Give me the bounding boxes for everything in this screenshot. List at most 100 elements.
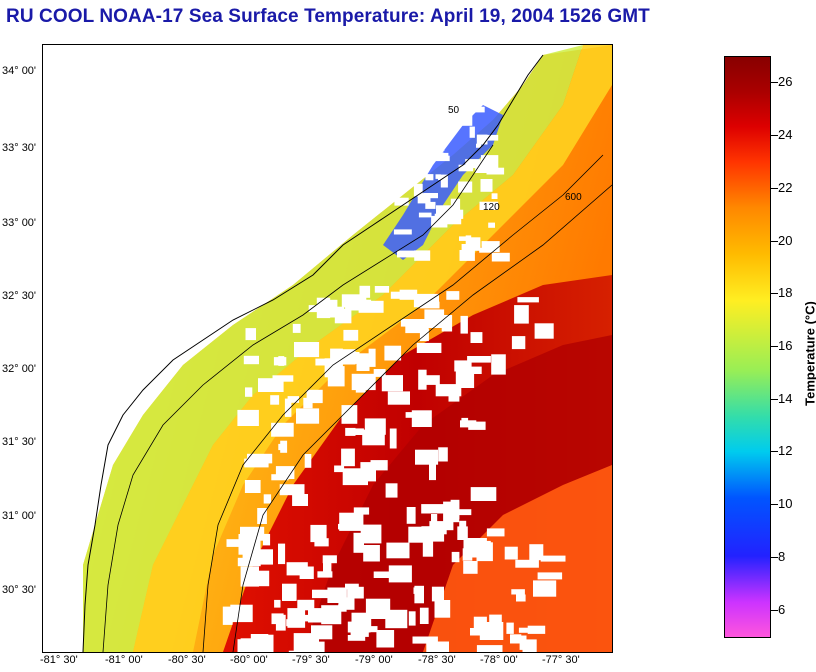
- lon-label-80-00: -80° 00': [230, 654, 268, 666]
- cloud-patch: [393, 229, 412, 235]
- cloud-patch: [470, 628, 491, 636]
- cloud-patch: [279, 484, 305, 496]
- colorbar-tick-24: [770, 135, 778, 137]
- cloud-patch: [222, 606, 233, 625]
- cloud-patch: [417, 193, 431, 204]
- colorbar-label-6: 6: [778, 601, 786, 617]
- cloud-patch: [473, 616, 487, 629]
- cloud-patch: [514, 305, 529, 324]
- cloud-patch: [463, 538, 487, 558]
- cloud-patch: [387, 391, 410, 405]
- cloud-patch: [373, 571, 396, 578]
- cloud-patch: [263, 533, 271, 546]
- lat-label-33-30: 33° 30': [2, 142, 37, 154]
- cloud-patch: [364, 418, 386, 435]
- isobath-120: [202, 154, 604, 652]
- cloud-patch: [511, 589, 525, 595]
- cloud-patch: [435, 384, 462, 397]
- cloud-patch: [365, 598, 391, 619]
- cloud-patch: [459, 236, 471, 241]
- isobath-50: [102, 144, 494, 652]
- cloud-patch: [425, 201, 436, 209]
- cloud-patch: [398, 128, 414, 139]
- cloud-patch: [451, 551, 460, 563]
- cloud-patch: [506, 622, 514, 634]
- cloud-mask: [222, 105, 566, 652]
- cloud-patch: [334, 308, 352, 324]
- cloud-patch: [348, 584, 356, 597]
- cloud-patch: [451, 509, 472, 516]
- cloud-patch: [444, 125, 450, 131]
- cloud-patch: [488, 222, 495, 228]
- cloud-patch: [374, 286, 390, 293]
- cloud-patch: [425, 174, 434, 181]
- cloud-patch: [459, 250, 475, 261]
- cloud-patch: [522, 639, 537, 652]
- cloud-patch: [476, 645, 503, 652]
- cloud-patch: [424, 128, 433, 137]
- cloud-patch: [426, 641, 449, 652]
- cloud-patch: [306, 389, 323, 404]
- lat-label-31-30: 31° 30': [2, 436, 37, 448]
- lat-label-30-30: 30° 30': [2, 584, 37, 596]
- cloud-patch: [356, 358, 370, 371]
- colorbar-tick-12: [770, 451, 778, 453]
- cloud-patch: [384, 345, 402, 361]
- cloud-patch: [321, 605, 342, 625]
- cloud-patch: [470, 487, 497, 501]
- cloud-patch: [360, 524, 382, 544]
- cloud-patch: [351, 373, 376, 391]
- cloud-patch: [438, 174, 445, 181]
- cloud-patch: [243, 355, 259, 365]
- colorbar-tick-6: [770, 609, 778, 611]
- cloud-patch: [418, 212, 432, 218]
- cloud-patch: [341, 448, 355, 467]
- cloud-patch: [363, 545, 380, 562]
- cloud-patch: [373, 369, 386, 377]
- cloud-patch: [465, 235, 472, 247]
- cloud-patch: [334, 465, 345, 473]
- cloud-patch: [350, 630, 369, 637]
- contour-label-120: 120: [483, 202, 500, 213]
- cloud-patch: [534, 323, 554, 339]
- cloud-patch: [284, 398, 292, 417]
- cloud-patch: [245, 387, 253, 397]
- cloud-patch: [292, 323, 301, 333]
- cloud-patch: [449, 209, 464, 219]
- cloud-patch: [436, 205, 452, 219]
- cloud-patch: [296, 408, 320, 424]
- cloud-patch: [376, 630, 395, 648]
- lon-label-77-30: -77° 30': [542, 654, 580, 666]
- cloud-patch: [351, 353, 369, 364]
- cloud-patch: [385, 609, 408, 629]
- cloud-patch: [353, 507, 370, 515]
- cloud-patch: [420, 531, 445, 542]
- map-title: RU COOL NOAA-17 Sea Surface Temperature:…: [6, 6, 650, 27]
- cloud-patch: [257, 508, 267, 524]
- cloud-patch: [286, 562, 308, 576]
- cloud-patch: [461, 244, 469, 254]
- lat-label-31-00: 31° 00': [2, 510, 37, 522]
- cloud-patch: [240, 526, 265, 541]
- cloud-patch: [533, 580, 557, 597]
- cloud-patch: [413, 293, 439, 308]
- colorbar-label-20: 20: [778, 232, 793, 248]
- cloud-patch: [408, 611, 416, 626]
- cloud-patch: [385, 483, 398, 498]
- cloud-patch: [274, 599, 281, 608]
- cloud-patch: [479, 201, 499, 210]
- cloud-patch: [429, 521, 454, 531]
- cloud-patch: [293, 633, 319, 652]
- colorbar-tick-22: [770, 187, 778, 189]
- cloud-patch: [406, 507, 416, 524]
- cloud-patch: [446, 291, 460, 300]
- cloud-patch: [278, 543, 286, 565]
- lon-label-79-00: -79° 00': [355, 654, 393, 666]
- cloud-patch: [230, 604, 253, 623]
- cloud-patch: [510, 634, 522, 644]
- cloud-patch: [316, 297, 331, 319]
- cloud-patch: [282, 583, 297, 601]
- cloud-patch: [413, 114, 428, 126]
- cloud-patch: [247, 453, 273, 464]
- cloud-patch: [342, 468, 368, 486]
